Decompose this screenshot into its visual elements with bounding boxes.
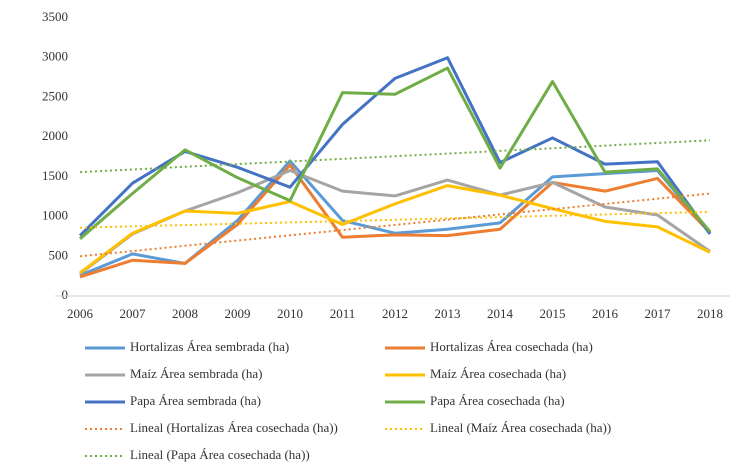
y-tick-label: 3000	[42, 49, 68, 64]
x-tick-label: 2016	[592, 306, 619, 321]
trend-line	[79, 139, 711, 174]
series-line	[79, 163, 712, 279]
legend-label: Hortalizas Área cosechada (ha)	[430, 339, 593, 354]
legend-label: Lineal (Papa Área cosechada (ha))	[130, 447, 310, 462]
y-tick-label: 1000	[42, 208, 68, 223]
y-tick-label: 2500	[42, 88, 68, 103]
legend-label: Maíz Área sembrada (ha)	[130, 366, 262, 381]
legend-label: Maíz Área cosechada (ha)	[430, 366, 566, 381]
series-line	[79, 159, 712, 277]
trend-line	[79, 192, 711, 258]
y-tick-label: 0	[62, 287, 69, 302]
x-tick-label: 2010	[277, 306, 303, 321]
series-line	[79, 66, 712, 240]
series-line	[79, 184, 711, 275]
legend-label: Papa Área sembrada (ha)	[130, 393, 261, 408]
x-tick-label: 2011	[330, 306, 356, 321]
legend-label: Hortalizas Área sembrada (ha)	[130, 339, 289, 354]
x-tick-label: 2015	[540, 306, 566, 321]
y-tick-label: 500	[49, 247, 69, 262]
y-tick-label: 1500	[42, 168, 68, 183]
trend-line	[79, 210, 711, 229]
x-tick-label: 2014	[487, 306, 514, 321]
x-tick-label: 2009	[225, 306, 251, 321]
x-tick-label: 2017	[645, 306, 672, 321]
y-tick-label: 3500	[42, 9, 68, 24]
legend-label: Lineal (Maíz Área cosechada (ha))	[430, 420, 611, 435]
x-tick-label: 2006	[67, 306, 94, 321]
x-tick-label: 2008	[172, 306, 198, 321]
legend-label: Papa Área cosechada (ha)	[430, 393, 565, 408]
y-tick-label: 2000	[42, 128, 68, 143]
x-tick-label: 2018	[697, 306, 723, 321]
x-tick-label: 2013	[435, 306, 461, 321]
x-tick-label: 2012	[382, 306, 408, 321]
x-tick-label: 2007	[120, 306, 147, 321]
legend-label: Lineal (Hortalizas Área cosechada (ha))	[130, 420, 338, 435]
